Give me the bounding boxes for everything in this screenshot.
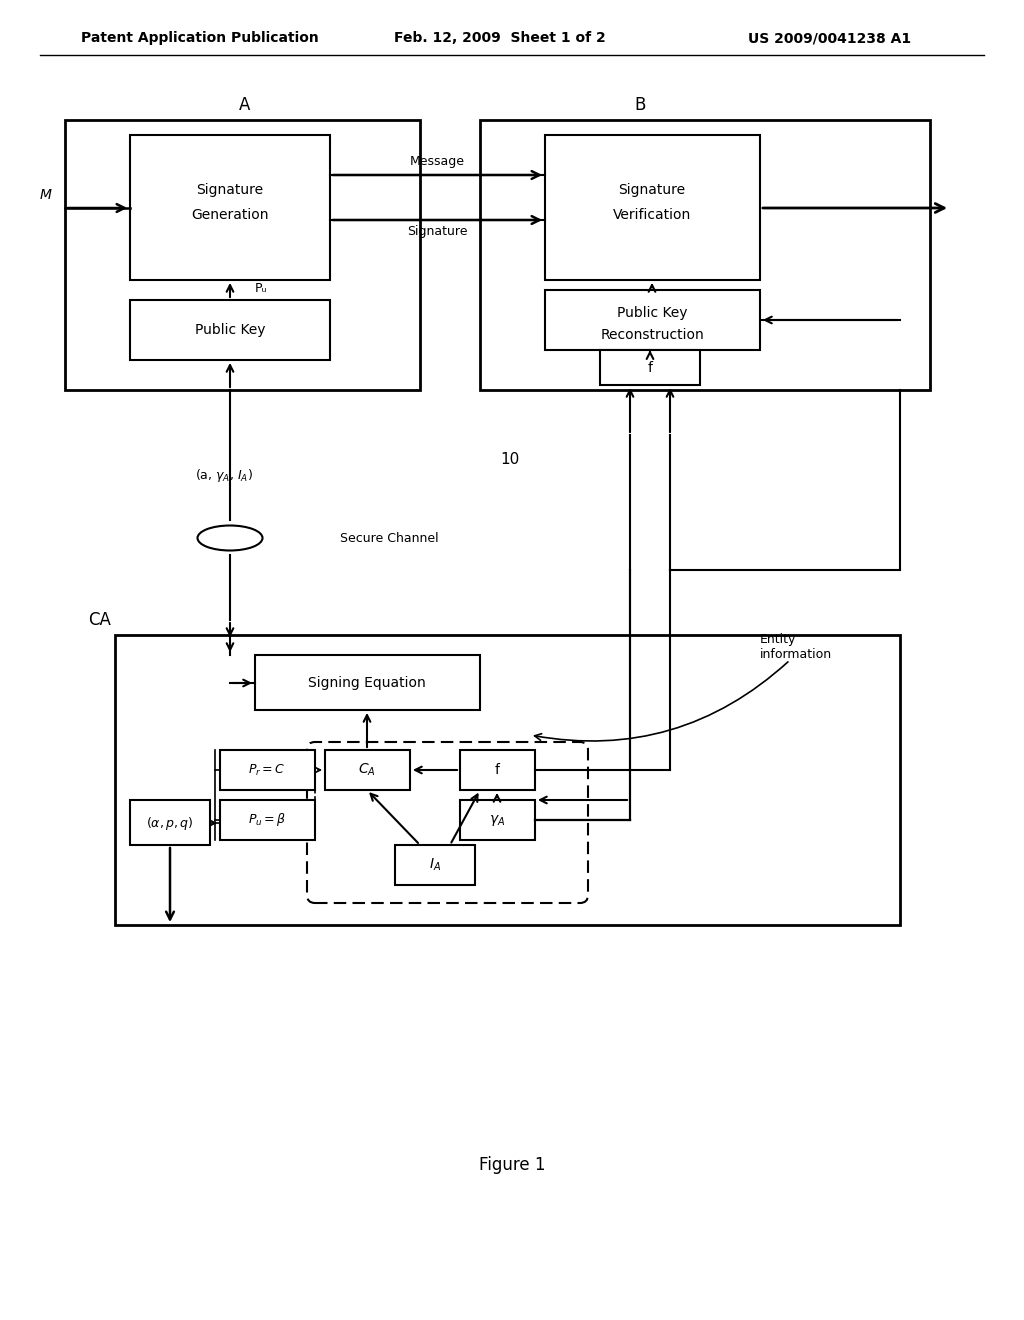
Text: $\gamma_A$: $\gamma_A$ <box>488 813 505 828</box>
Text: Pᵤ: Pᵤ <box>255 281 267 294</box>
Text: Signature: Signature <box>618 183 685 197</box>
Text: Secure Channel: Secure Channel <box>340 532 438 544</box>
Bar <box>545 290 760 350</box>
Bar <box>255 655 480 710</box>
Text: Signature: Signature <box>407 226 467 239</box>
Bar <box>220 800 315 840</box>
Text: M: M <box>40 187 52 202</box>
Text: Public Key: Public Key <box>195 323 265 337</box>
Bar <box>480 120 930 389</box>
Text: f: f <box>647 360 652 375</box>
Text: $P_r = C$: $P_r = C$ <box>248 763 286 777</box>
Text: information: information <box>760 648 833 661</box>
Text: f: f <box>495 763 500 777</box>
Text: (a, $\gamma_A$, $I_A$): (a, $\gamma_A$, $I_A$) <box>195 466 253 483</box>
Bar <box>220 750 315 789</box>
Bar <box>130 800 210 845</box>
Text: Signature: Signature <box>197 183 263 197</box>
Text: 10: 10 <box>501 453 519 467</box>
Bar <box>130 135 330 280</box>
Text: Feb. 12, 2009  Sheet 1 of 2: Feb. 12, 2009 Sheet 1 of 2 <box>394 30 606 45</box>
Bar <box>395 845 475 884</box>
Ellipse shape <box>198 525 262 550</box>
Bar <box>130 300 330 360</box>
Text: Signing Equation: Signing Equation <box>308 676 426 690</box>
Text: $P_u = \beta$: $P_u = \beta$ <box>248 812 286 829</box>
Text: US 2009/0041238 A1: US 2009/0041238 A1 <box>749 30 911 45</box>
Text: $(\alpha, p, q)$: $(\alpha, p, q)$ <box>146 814 194 832</box>
Text: $C_A$: $C_A$ <box>358 762 376 779</box>
Bar <box>325 750 410 789</box>
Bar <box>460 800 535 840</box>
Text: B: B <box>634 96 646 114</box>
FancyArrowPatch shape <box>535 661 787 741</box>
Text: Verification: Verification <box>613 209 691 222</box>
Bar <box>115 635 900 925</box>
Bar <box>600 350 700 385</box>
Text: Entity: Entity <box>760 634 797 647</box>
Text: Figure 1: Figure 1 <box>479 1156 545 1173</box>
Text: $I_A$: $I_A$ <box>429 857 441 874</box>
Text: Patent Application Publication: Patent Application Publication <box>81 30 318 45</box>
FancyBboxPatch shape <box>307 742 588 903</box>
Text: Generation: Generation <box>191 209 268 222</box>
Text: A: A <box>240 96 251 114</box>
Bar <box>460 750 535 789</box>
Bar <box>65 120 420 389</box>
Text: Reconstruction: Reconstruction <box>600 327 703 342</box>
Text: Public Key: Public Key <box>616 306 687 319</box>
Text: Message: Message <box>410 156 465 169</box>
Bar <box>545 135 760 280</box>
Text: CA: CA <box>88 611 112 630</box>
